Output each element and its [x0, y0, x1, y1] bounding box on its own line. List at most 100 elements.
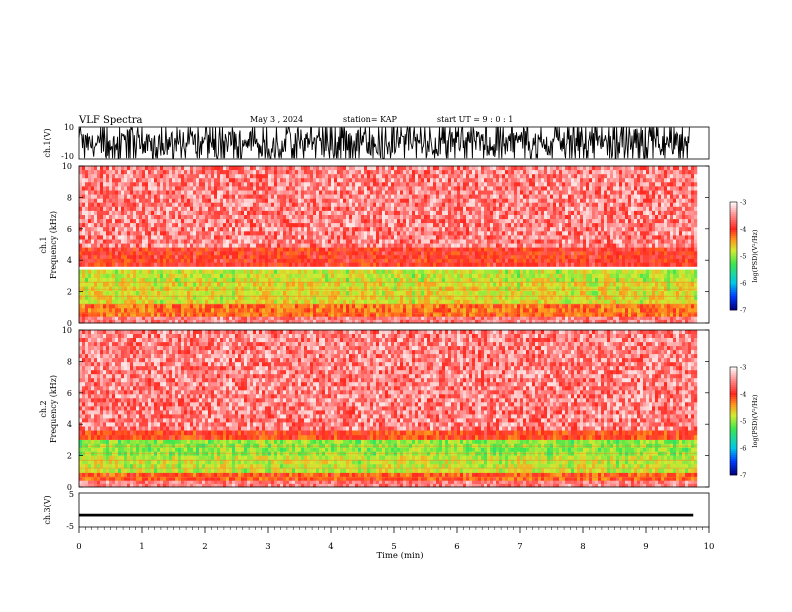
spectrogram-cell — [139, 304, 143, 309]
spectrogram-cell — [361, 227, 365, 232]
spectrogram-cell — [109, 278, 113, 283]
spectrogram-cell — [307, 316, 311, 321]
spectrogram-cell — [409, 243, 413, 248]
spectrogram-cell — [274, 186, 278, 191]
spectrogram-cell — [364, 219, 368, 224]
spectrogram-cell — [169, 202, 173, 208]
spectrogram-cell — [298, 247, 302, 252]
spectrogram-cell — [151, 251, 155, 256]
spectrogram-cell — [391, 166, 395, 171]
spectrogram-cell — [373, 170, 377, 175]
spectrogram-cell — [403, 247, 407, 252]
spectrogram-cell — [331, 316, 335, 321]
spectrogram-cell — [334, 291, 338, 296]
spectrogram-cell — [196, 210, 200, 216]
spectrogram-cell — [445, 258, 449, 263]
spectrogram-cell — [394, 273, 398, 279]
spectrogram-cell — [403, 190, 407, 195]
spectrogram-cell — [322, 219, 326, 224]
spectrogram-cell — [136, 190, 140, 195]
spectrogram-cell — [445, 312, 449, 317]
spectrogram-cell — [379, 202, 383, 208]
spectrogram-cell — [253, 231, 257, 236]
spectrogram-cell — [379, 255, 383, 260]
spectrogram-cell — [325, 215, 329, 220]
spectrogram-cell — [235, 269, 239, 275]
spectrogram-cell — [313, 206, 317, 212]
figure-title: VLF Spectra — [78, 115, 143, 126]
spectrogram-cell — [400, 255, 404, 260]
spectrogram-cell — [274, 166, 278, 171]
spectrogram-cell — [211, 235, 215, 240]
spectrogram-cell — [139, 295, 143, 301]
spectrogram-cell — [235, 235, 239, 240]
spectrogram-cell — [121, 258, 125, 263]
spectrogram-cell — [412, 291, 416, 296]
spectrogram-cell — [394, 186, 398, 191]
spectrogram-cell — [346, 291, 350, 296]
spectrogram-cell — [124, 316, 128, 321]
spectrogram-cell — [448, 291, 452, 296]
spectrogram-cell — [277, 198, 281, 204]
spectrogram-cell — [421, 255, 425, 260]
spectrogram-cell — [343, 255, 347, 260]
spectrogram-cell — [430, 170, 434, 175]
spectrogram-cell — [340, 258, 344, 263]
spectrogram-cell — [334, 304, 338, 309]
spectrogram-cell — [433, 273, 437, 279]
spectrogram-cell — [382, 258, 386, 263]
spectrogram-cell — [451, 198, 455, 204]
spectrogram-cell — [160, 178, 164, 183]
spectrogram-cell — [355, 223, 359, 228]
spectrogram-cell — [172, 258, 176, 263]
spectrogram-cell — [238, 295, 242, 301]
spectrogram-cell — [403, 227, 407, 232]
spectrogram-cell — [208, 243, 212, 248]
spectrogram-cell — [400, 304, 404, 309]
spectrogram-cell — [433, 291, 437, 296]
spectrogram-cell — [406, 198, 410, 204]
spectrogram-cell — [265, 206, 269, 212]
spectrogram-cell — [196, 251, 200, 256]
spectrogram-cell — [454, 166, 458, 171]
spectrogram-cell — [280, 262, 284, 267]
spectrogram-cell — [376, 182, 380, 187]
spectrogram-cell — [190, 304, 194, 309]
spectrogram-cell — [289, 262, 293, 267]
spectrogram-cell — [421, 278, 425, 283]
spectrogram-cell — [151, 262, 155, 267]
spectrogram-cell — [355, 273, 359, 279]
spectrogram-cell — [91, 278, 95, 283]
spectrogram-cell — [184, 312, 188, 317]
spectrogram-cell — [112, 299, 116, 305]
spectrogram-cell — [79, 319, 83, 324]
spectrogram-cell — [199, 312, 203, 317]
spectrogram-cell — [358, 170, 362, 175]
spectrogram-cell — [283, 239, 287, 244]
spectrogram-cell — [187, 231, 191, 236]
spectrogram-cell — [334, 166, 338, 171]
spectrogram-cell — [454, 243, 458, 248]
spectrogram-cell — [280, 282, 284, 287]
spectrogram-cell — [211, 227, 215, 232]
spectrogram-cell — [184, 194, 188, 199]
spectrogram-cell — [199, 219, 203, 224]
spectrogram-cell — [106, 247, 110, 252]
spectrogram-cell — [292, 186, 296, 191]
spectrogram-cell — [169, 251, 173, 256]
spectrogram-cell — [427, 312, 431, 317]
spectrogram-cell — [289, 198, 293, 204]
spectrogram-cell — [403, 304, 407, 309]
spectrogram-cell — [460, 255, 464, 260]
spectrogram-cell — [352, 194, 356, 199]
spectrogram-cell — [418, 291, 422, 296]
spectrogram-cell — [82, 166, 86, 171]
spectrogram-cell — [265, 299, 269, 305]
spectrogram-cell — [169, 269, 173, 275]
spectrogram-cell — [199, 174, 203, 179]
spectrogram-cell — [226, 174, 230, 179]
spectrogram-cell — [424, 186, 428, 191]
spectrogram-cell — [115, 182, 119, 187]
spectrogram-cell — [82, 215, 86, 220]
